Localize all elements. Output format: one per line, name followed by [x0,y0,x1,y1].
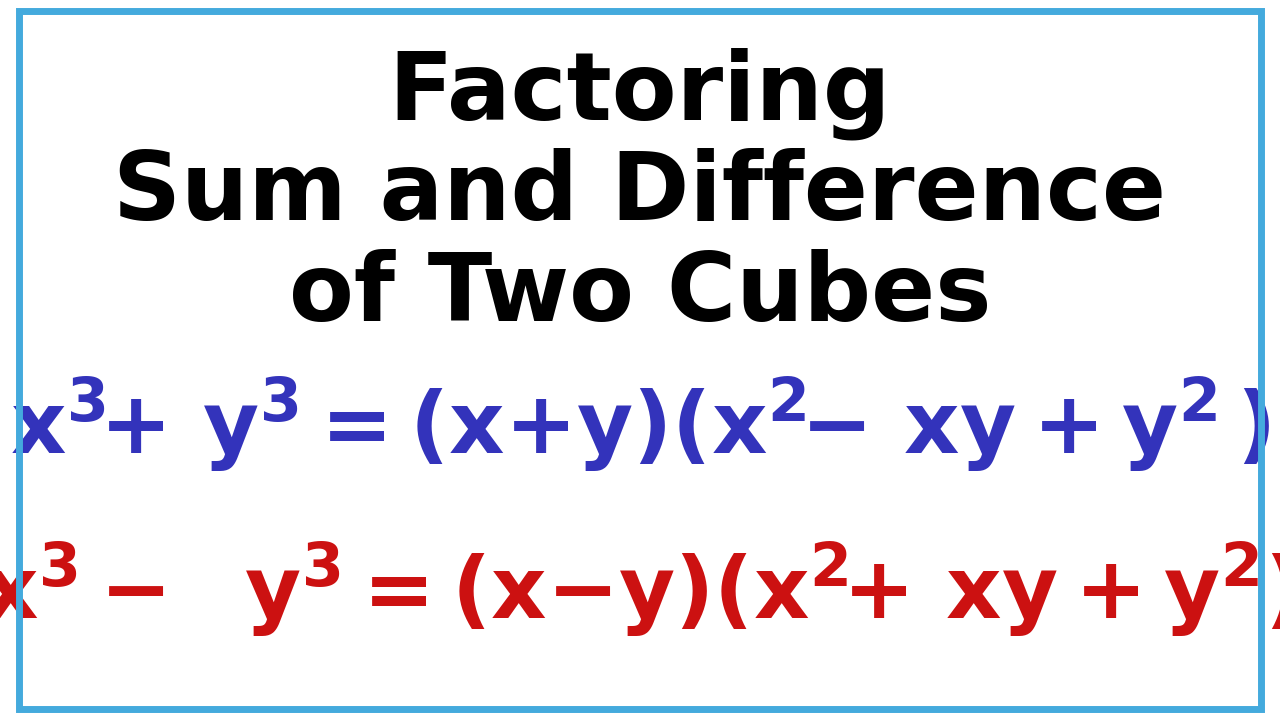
Text: Factoring: Factoring [389,48,891,140]
Text: $\mathbf{x^3 -\ \ y^3 = (x{-}y)(x^2\!\!+\, xy + y^2)}$: $\mathbf{x^3 -\ \ y^3 = (x{-}y)(x^2\!\!+… [0,540,1280,641]
Text: $\mathbf{x^3\!\!+\, y^3 = (x{+}y)(x^2\!\!-\, xy + y^2\,)}$: $\mathbf{x^3\!\!+\, y^3 = (x{+}y)(x^2\!\… [10,374,1270,475]
Text: Sum and Difference: Sum and Difference [114,148,1166,240]
Text: of Two Cubes: of Two Cubes [289,249,991,341]
